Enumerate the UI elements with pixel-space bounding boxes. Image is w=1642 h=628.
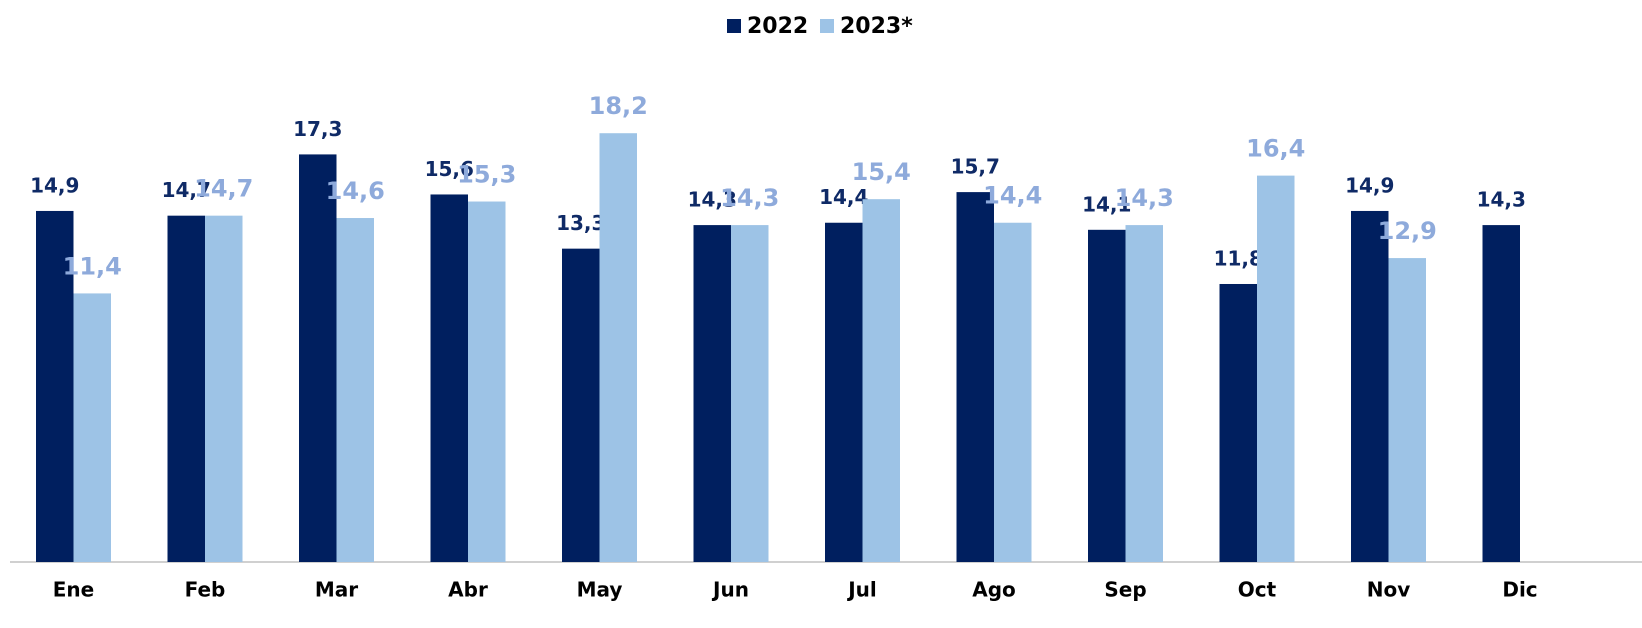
x-tick-label: May (577, 578, 623, 602)
x-tick-label: Mar (315, 578, 358, 602)
x-tick-label: Sep (1104, 578, 1146, 602)
bar (1388, 258, 1426, 562)
bar (299, 154, 337, 563)
value-label: 14,3 (1115, 184, 1174, 212)
x-tick-label: Oct (1238, 578, 1277, 602)
bar (994, 222, 1032, 562)
value-label: 12,9 (1378, 217, 1437, 245)
value-label: 13,3 (556, 211, 605, 235)
bar (1219, 283, 1257, 562)
value-label: 14,3 (1477, 188, 1526, 212)
value-label: 14,7 (194, 175, 253, 203)
value-label: 14,4 (819, 185, 868, 209)
value-label: 14,6 (326, 177, 385, 205)
bar (562, 248, 600, 563)
value-label: 11,8 (1214, 246, 1263, 270)
value-label: 18,2 (589, 92, 648, 120)
value-label: 17,3 (293, 117, 342, 141)
value-label: 15,3 (457, 161, 516, 189)
x-tick-label: Nov (1367, 578, 1411, 602)
bar (731, 225, 769, 563)
x-tick-label: Abr (448, 578, 488, 602)
bar (167, 215, 205, 562)
bar (599, 133, 637, 562)
legend-label: 2022 (747, 14, 808, 39)
x-tick-label: Feb (185, 578, 226, 602)
bar (36, 210, 74, 562)
bar (1257, 175, 1295, 562)
bar (825, 222, 863, 562)
bar (862, 199, 900, 562)
bar (468, 201, 506, 563)
bar (1088, 229, 1126, 562)
bar (956, 192, 994, 562)
x-tick-label: Jul (846, 578, 877, 602)
value-label: 15,6 (425, 157, 474, 181)
bar (205, 215, 243, 562)
bar (1351, 210, 1389, 562)
legend-label: 2023* (840, 14, 913, 39)
legend-swatch (820, 19, 834, 33)
bar (1125, 225, 1163, 563)
value-label: 11,4 (63, 252, 122, 280)
bar (1482, 225, 1520, 563)
legend-swatch (727, 19, 741, 33)
value-label: 14,1 (1082, 192, 1131, 216)
value-label: 15,7 (951, 155, 1000, 179)
value-label: 14,4 (983, 182, 1042, 210)
value-label: 14,9 (1345, 173, 1394, 197)
value-label: 14,9 (30, 173, 79, 197)
x-tick-label: Ago (972, 578, 1016, 602)
x-tick-label: Ene (53, 578, 94, 602)
bar (73, 293, 111, 562)
bar (336, 218, 374, 563)
x-tick-label: Jun (711, 578, 749, 602)
value-label: 16,4 (1246, 135, 1305, 163)
x-tick-label: Dic (1502, 578, 1537, 602)
bar (693, 225, 731, 563)
value-label: 15,4 (852, 158, 911, 186)
bar (430, 194, 468, 563)
value-label: 14,7 (162, 178, 211, 202)
value-label: 14,3 (688, 188, 737, 212)
value-label: 14,3 (720, 184, 779, 212)
